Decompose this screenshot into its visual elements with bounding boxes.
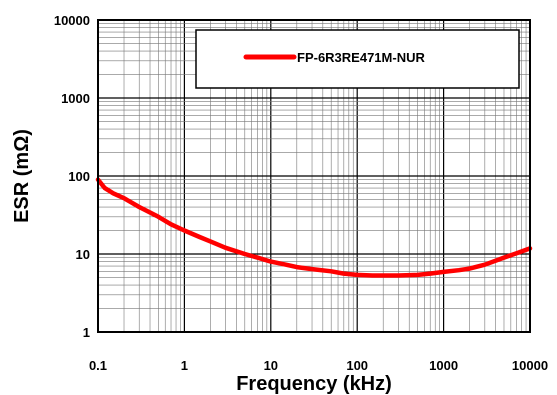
x-tick-label: 10 bbox=[264, 358, 278, 373]
y-tick-label: 100 bbox=[68, 169, 90, 184]
x-tick-label: 0.1 bbox=[89, 358, 107, 373]
tick-labels: 0.1 1 10 100 1000 10000 1 10 100 1000 10000 bbox=[54, 13, 548, 373]
y-axis-title: ESR (mΩ) bbox=[11, 129, 33, 223]
plot-frame bbox=[97, 19, 531, 333]
y-tick-label: 10 bbox=[76, 247, 90, 262]
y-tick-label: 1 bbox=[83, 325, 90, 340]
x-tick-label: 1 bbox=[181, 358, 188, 373]
y-tick-label: 10000 bbox=[54, 13, 90, 28]
x-axis-title: Frequency (kHz) bbox=[236, 373, 392, 395]
grid bbox=[97, 20, 530, 333]
series-line-fp-6r3re471m-nur bbox=[95, 177, 533, 278]
y-tick-label: 1000 bbox=[61, 91, 90, 106]
legend-label: FP-6R3RE471M-NUR bbox=[297, 50, 425, 65]
x-tick-label: 100 bbox=[346, 358, 368, 373]
x-tick-label: 10000 bbox=[512, 358, 548, 373]
x-tick-label: 1000 bbox=[429, 358, 458, 373]
legend: FP-6R3RE471M-NUR bbox=[195, 29, 520, 89]
